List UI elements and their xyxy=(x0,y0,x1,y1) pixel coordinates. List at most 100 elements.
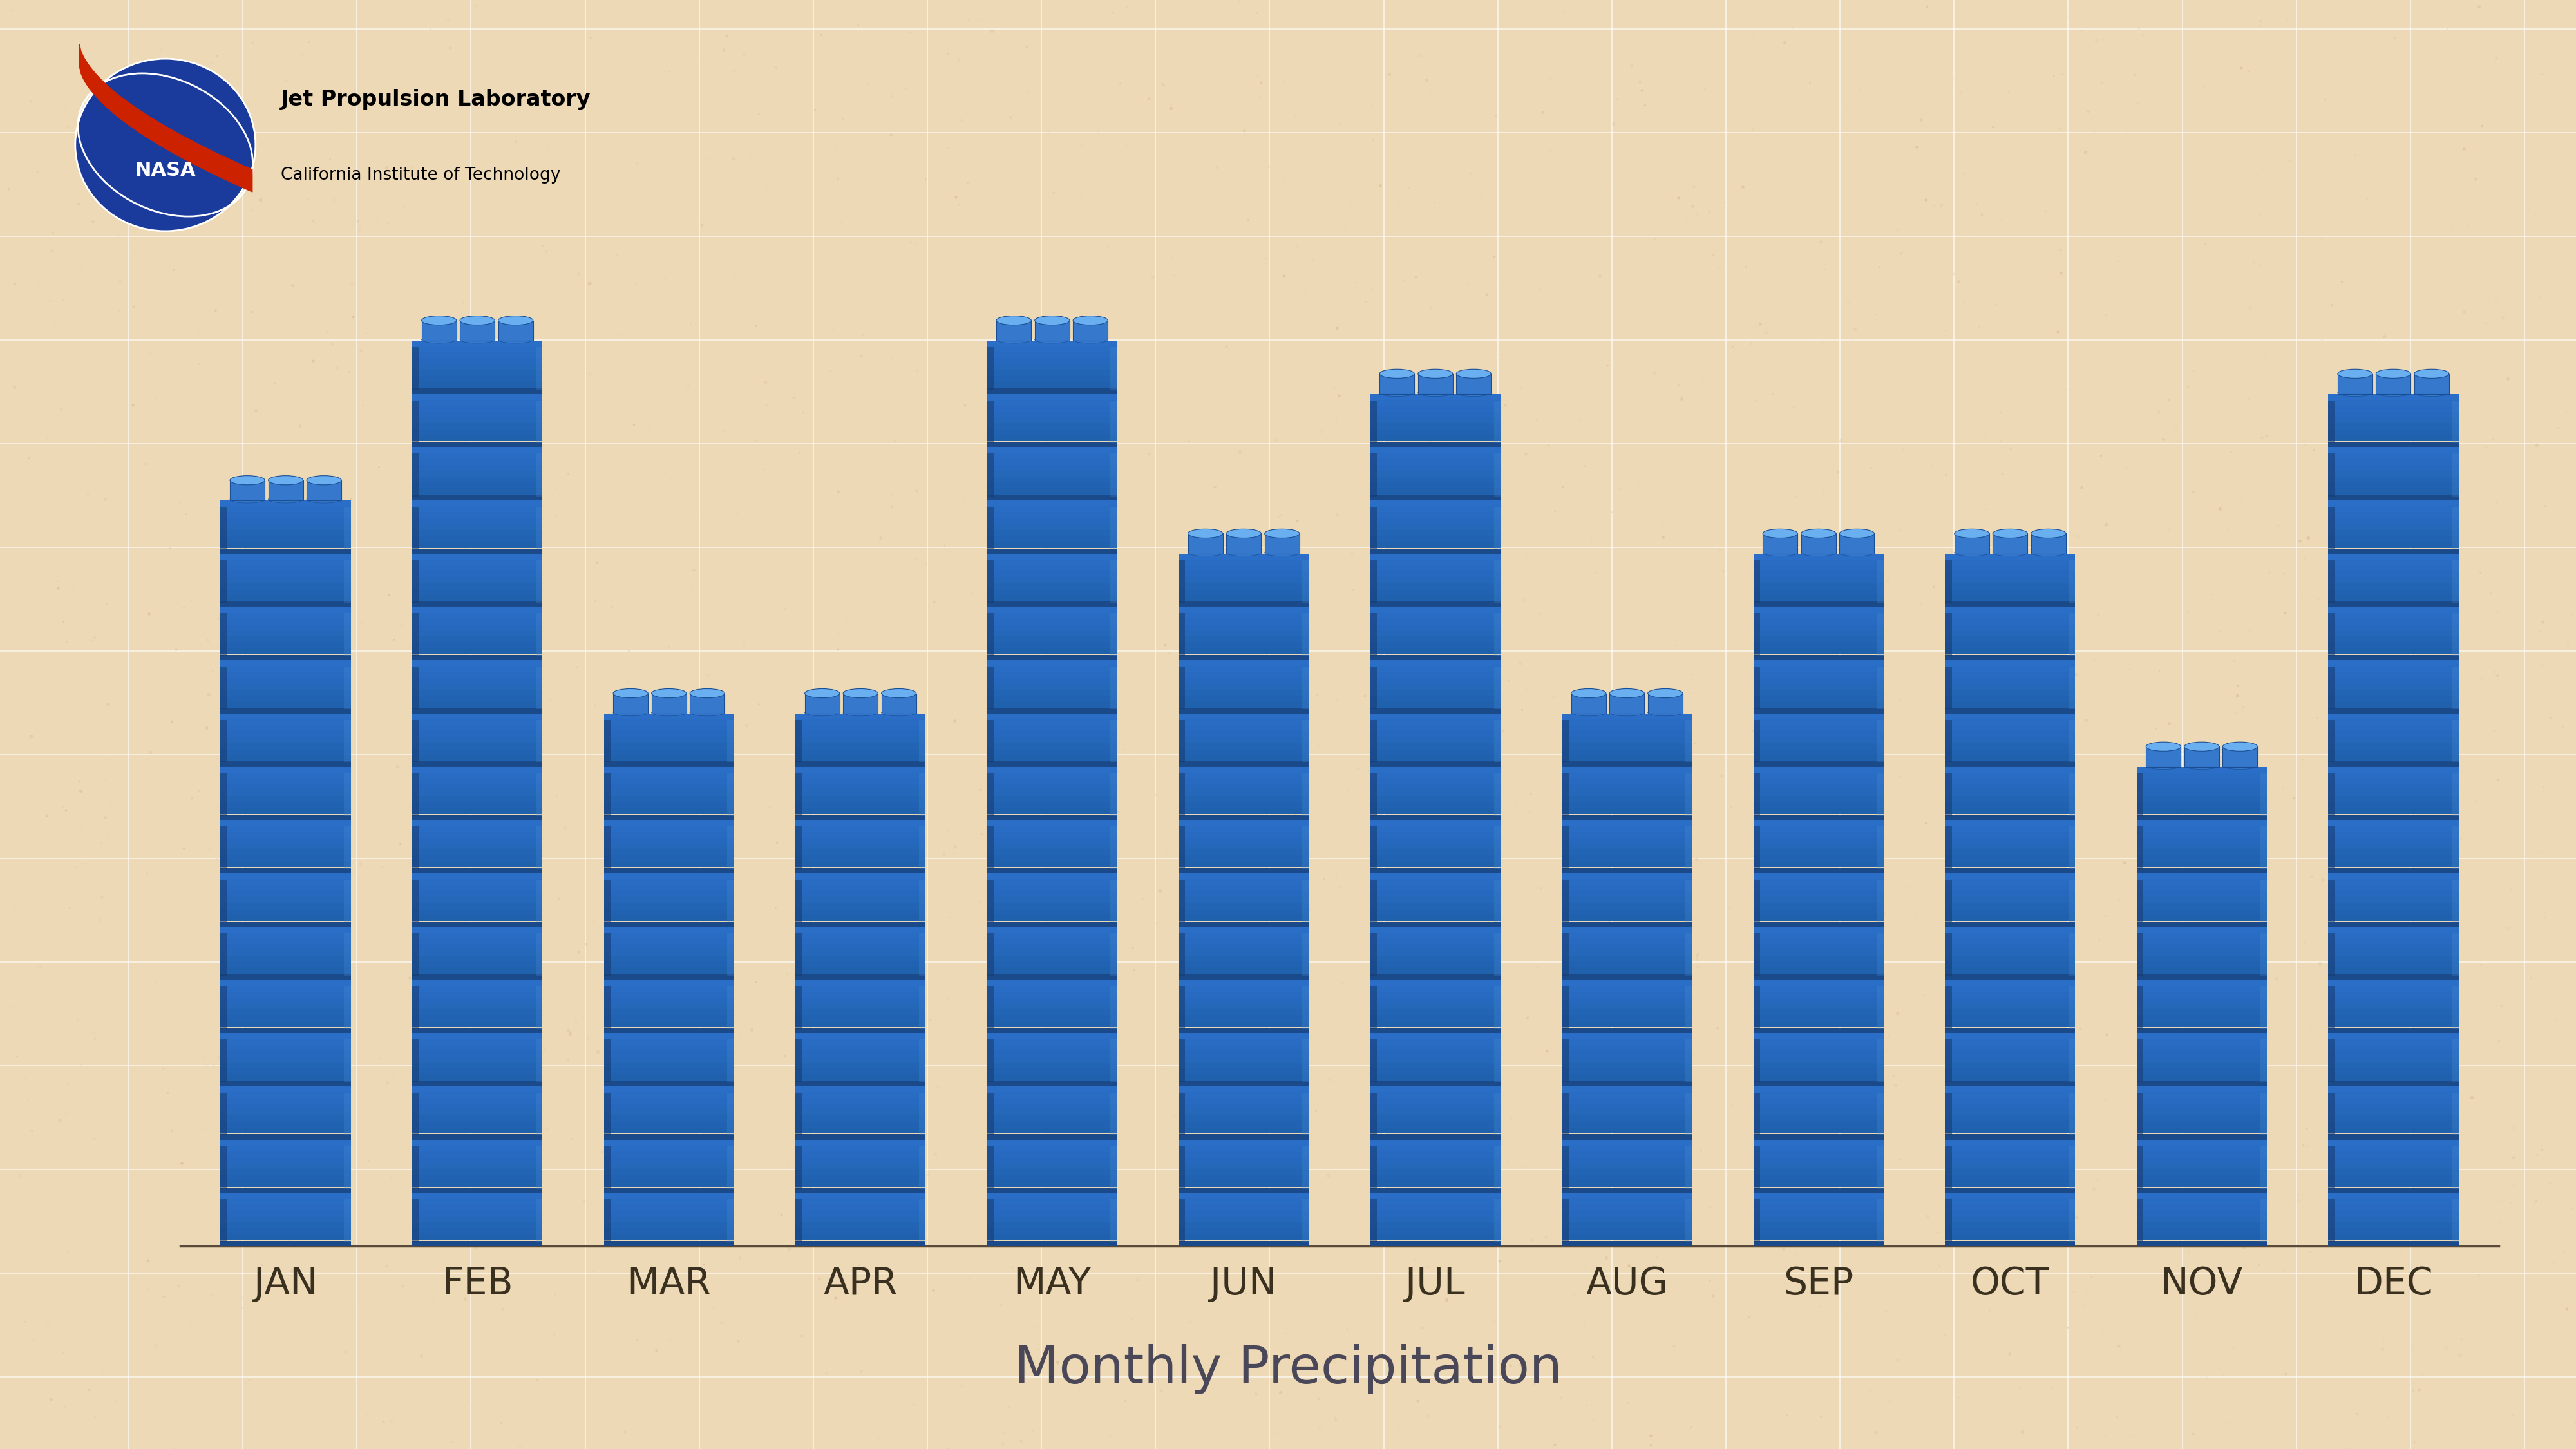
Bar xyxy=(1180,1093,1309,1098)
Bar xyxy=(412,1081,544,1087)
Bar xyxy=(1561,1074,1692,1081)
Bar xyxy=(1180,594,1309,601)
Bar xyxy=(1945,1074,2076,1081)
Bar xyxy=(796,767,925,774)
Bar xyxy=(1561,987,1569,1029)
Bar xyxy=(412,1235,544,1240)
Bar xyxy=(987,975,1118,980)
Bar xyxy=(412,352,544,359)
Bar xyxy=(987,554,1118,561)
Bar xyxy=(987,442,1118,448)
Bar xyxy=(796,1022,925,1027)
Bar xyxy=(1180,980,1309,987)
Bar xyxy=(987,429,1118,436)
Bar xyxy=(2136,1056,2267,1064)
Ellipse shape xyxy=(2375,369,2411,378)
Bar xyxy=(1561,962,1692,968)
Bar xyxy=(1561,891,1692,897)
Bar xyxy=(987,648,1118,655)
Bar xyxy=(412,826,544,832)
Ellipse shape xyxy=(2414,369,2450,378)
Bar xyxy=(1945,554,2076,561)
Bar xyxy=(2329,749,2458,755)
Bar xyxy=(412,701,544,707)
Bar xyxy=(1370,394,1499,400)
Bar xyxy=(987,1188,1118,1193)
Bar xyxy=(2136,1022,2267,1027)
Bar xyxy=(412,1056,544,1064)
Bar xyxy=(1180,778,1309,785)
Bar xyxy=(2329,1198,2458,1206)
Bar xyxy=(412,1193,544,1200)
Bar xyxy=(222,667,350,672)
Bar xyxy=(1494,454,1499,496)
Bar xyxy=(1370,525,1499,530)
Bar xyxy=(690,693,724,713)
Bar xyxy=(1370,880,1499,885)
Bar xyxy=(1945,661,2076,667)
Bar xyxy=(987,713,1118,720)
Bar xyxy=(1370,726,1499,732)
Bar xyxy=(1945,909,2076,914)
Bar xyxy=(1180,619,1309,625)
Bar xyxy=(1754,909,1883,914)
Bar xyxy=(603,903,734,909)
Ellipse shape xyxy=(1381,390,1414,397)
Bar xyxy=(2329,861,2458,868)
Bar xyxy=(1754,701,1883,707)
Bar xyxy=(603,855,734,862)
Bar xyxy=(1370,933,1378,975)
Bar xyxy=(222,619,350,625)
Bar xyxy=(2136,1240,2267,1246)
Bar xyxy=(1561,1098,1692,1104)
Bar xyxy=(603,956,734,962)
Ellipse shape xyxy=(1610,688,1643,698)
Bar xyxy=(1180,749,1309,755)
Bar xyxy=(987,1074,1118,1081)
Bar xyxy=(1754,696,1883,701)
Bar xyxy=(1754,945,1883,951)
Bar xyxy=(1180,790,1309,797)
Bar xyxy=(2329,667,2334,709)
Ellipse shape xyxy=(1455,390,1492,397)
Bar xyxy=(1370,530,1499,536)
Bar xyxy=(1494,774,1499,816)
Bar xyxy=(804,693,840,713)
Bar xyxy=(1945,1181,2076,1187)
Bar xyxy=(2329,922,2458,926)
Bar xyxy=(1754,1051,1883,1058)
Bar xyxy=(1945,1122,2076,1127)
Bar xyxy=(222,1164,350,1169)
Bar xyxy=(920,826,925,869)
Bar xyxy=(222,1003,350,1010)
Bar xyxy=(1945,926,2076,933)
Bar xyxy=(987,820,1118,826)
Bar xyxy=(1945,672,2076,678)
Bar xyxy=(1494,1039,1499,1082)
Bar xyxy=(987,762,1118,767)
Bar xyxy=(603,790,734,797)
Bar xyxy=(796,975,925,980)
Bar xyxy=(2136,1051,2267,1058)
Bar xyxy=(1561,1175,1692,1181)
Bar xyxy=(987,619,1118,625)
Bar xyxy=(796,926,925,933)
Bar xyxy=(987,1056,1118,1064)
Bar xyxy=(412,926,544,933)
Bar xyxy=(796,814,925,820)
Bar xyxy=(1561,1198,1692,1206)
Bar xyxy=(987,661,1118,667)
Bar xyxy=(1561,868,1692,874)
Bar xyxy=(1754,774,1759,816)
Bar xyxy=(1754,1200,1759,1242)
Bar xyxy=(1945,855,2076,862)
Bar xyxy=(1878,826,1883,869)
Bar xyxy=(2329,667,2458,672)
Bar xyxy=(796,1039,925,1045)
Bar xyxy=(2329,536,2458,542)
Bar xyxy=(222,625,350,630)
Bar xyxy=(222,1127,350,1133)
Bar xyxy=(2329,743,2458,749)
Bar xyxy=(1036,320,1069,341)
Bar xyxy=(1561,980,1692,987)
